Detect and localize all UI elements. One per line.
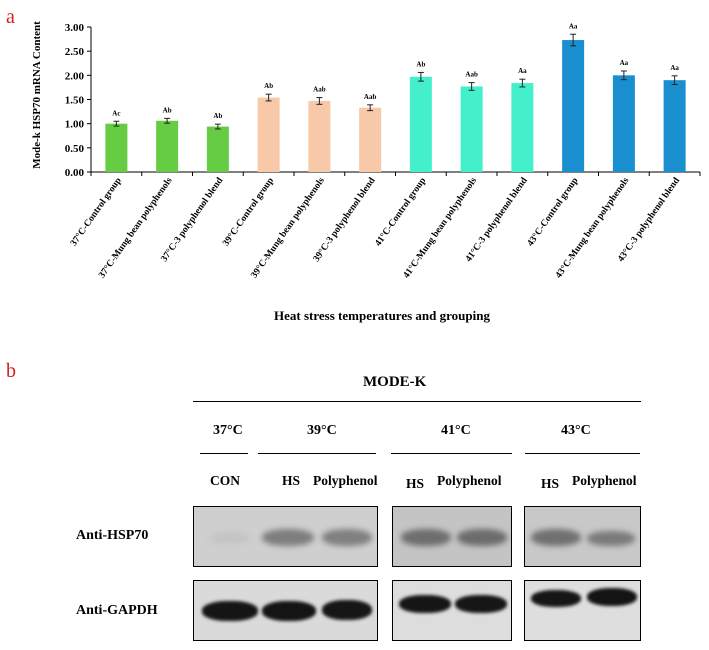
y-axis: 0.00 0.50 1.00 1.50 2.00 2.50 3.00 — [65, 22, 701, 179]
lane-label-hs-39: HS — [282, 473, 301, 488]
bar — [206, 126, 229, 172]
lane-label-polyphenol-39: Polyphenol — [313, 473, 378, 488]
bar — [308, 100, 331, 172]
band-hsp70-polyphenol-41 — [457, 529, 507, 546]
significance-label: Aab — [364, 93, 377, 101]
band-gapdh-polyphenol-41 — [455, 595, 507, 613]
y-tick-label: 3.00 — [65, 22, 85, 34]
significance-label: Ab — [416, 60, 425, 68]
y-tick-label: 0.00 — [65, 167, 85, 179]
y-tick-label: 0.50 — [65, 143, 85, 155]
bar — [663, 80, 686, 172]
lane-label-hs-41: HS — [406, 476, 425, 491]
bar — [409, 76, 432, 172]
lane-label-hs-43: HS — [541, 476, 560, 491]
x-tick-label: 39°C-Control group — [220, 175, 276, 248]
temp-label-39: 39°C — [307, 423, 337, 438]
temp-underline-43 — [525, 453, 640, 454]
temp-underline-37 — [200, 453, 248, 454]
row-label-hsp70: Anti-HSP70 — [76, 528, 149, 543]
bar — [105, 123, 128, 172]
bar — [156, 120, 179, 172]
bar — [612, 75, 635, 172]
band-hsp70-polyphenol-39 — [322, 529, 372, 546]
temp-label-43: 43°C — [561, 423, 591, 438]
band-hsp70-hs-39 — [262, 529, 314, 546]
x-tick-label: 37°C-Control group — [68, 175, 124, 248]
significance-label: Ab — [163, 106, 172, 114]
significance-label: Aa — [620, 59, 629, 67]
y-tick-label: 1.50 — [65, 95, 85, 107]
significance-label: Aab — [313, 86, 326, 94]
significance-label: Ac — [112, 109, 120, 117]
blot-gapdh-41 — [392, 580, 512, 641]
x-axis-label: Heat stress temperatures and grouping — [274, 308, 490, 323]
lane-label-polyphenol-43: Polyphenol — [572, 473, 637, 488]
band-hsp70-hs-41 — [401, 529, 451, 546]
x-tick-label: 41°C-Control group — [373, 175, 429, 248]
lane-label-con: CON — [210, 473, 240, 488]
lane-label-polyphenol-41: Polyphenol — [437, 473, 502, 488]
blot-gapdh-43 — [524, 580, 641, 641]
temp-label-37: 37°C — [213, 423, 243, 438]
blot-hsp70-43 — [524, 506, 641, 567]
blot-hsp70-37-39 — [193, 506, 378, 567]
band-hsp70-hs-43 — [531, 529, 581, 546]
y-tick-label: 1.00 — [65, 119, 85, 131]
bar — [562, 40, 585, 172]
cell-line-title: MODE-K — [363, 374, 427, 390]
y-axis-label: Mode-k HSP70 mRNA Content — [31, 21, 43, 169]
bar — [359, 107, 382, 172]
band-gapdh-con — [202, 601, 258, 621]
significance-label: Aa — [569, 22, 578, 30]
temp-underline-41 — [391, 453, 512, 454]
significance-label: Aa — [518, 67, 527, 75]
band-hsp70-con — [210, 532, 250, 544]
significance-label: Ab — [264, 82, 273, 90]
band-gapdh-polyphenol-43 — [587, 588, 637, 606]
panel-label-a: a — [6, 6, 15, 28]
significance-label: Ab — [213, 112, 222, 120]
cell-line-underline — [193, 401, 641, 402]
bar — [257, 97, 280, 172]
y-tick-label: 2.00 — [65, 70, 85, 82]
band-gapdh-hs-41 — [399, 595, 451, 613]
temp-label-41: 41°C — [441, 423, 471, 438]
significance-label: Aab — [465, 71, 478, 79]
significance-label: Aa — [670, 64, 679, 72]
band-gapdh-polyphenol-39 — [322, 600, 372, 620]
row-label-gapdh: Anti-GAPDH — [76, 603, 158, 618]
bars: Ac Ab Ab Ab Aab Aab Ab Aab Aa Aa Aa Aa — [105, 22, 686, 172]
bar — [511, 83, 534, 172]
band-hsp70-polyphenol-43 — [587, 531, 635, 546]
blot-hsp70-41 — [392, 506, 512, 567]
x-tick-label: 43°C-Control group — [525, 175, 581, 248]
y-tick-label: 2.50 — [65, 46, 85, 58]
band-gapdh-hs-43 — [531, 590, 581, 607]
bar-chart: 0.00 0.50 1.00 1.50 2.00 2.50 3.00 Ac Ab Ab Ab Aab… — [31, 21, 701, 323]
band-gapdh-hs-39 — [262, 601, 316, 621]
panel-label-b: b — [6, 360, 16, 382]
temp-underline-39 — [258, 453, 376, 454]
bar — [460, 86, 483, 172]
blot-gapdh-37-39 — [193, 580, 378, 641]
